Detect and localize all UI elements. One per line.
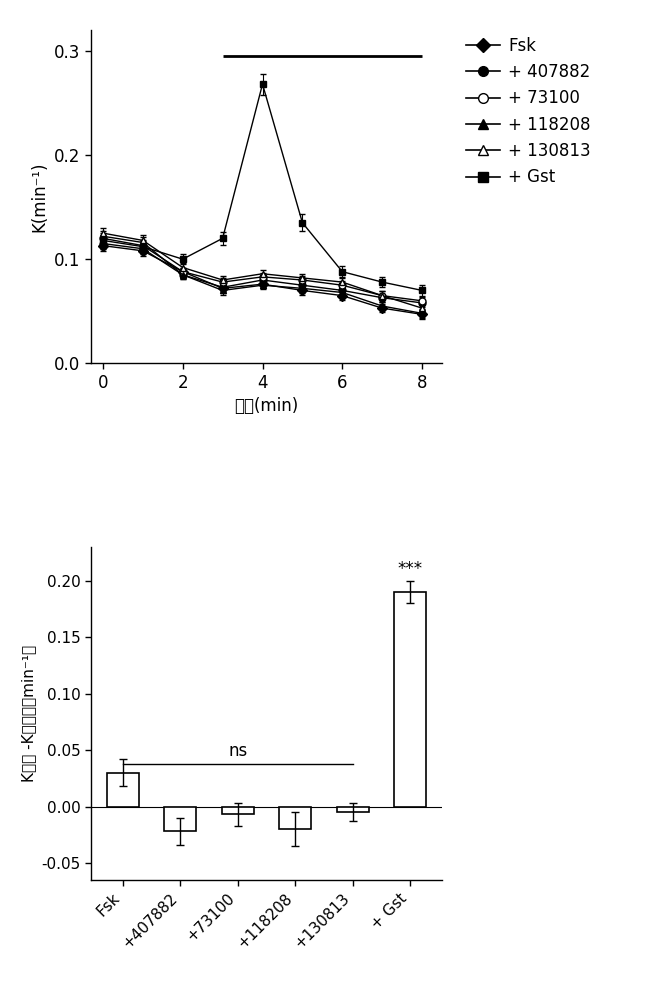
Bar (395, 592, 426, 807)
Bar (337, 807, 369, 812)
Bar (164, 807, 196, 831)
Bar (107, 773, 138, 807)
Text: ***: *** (398, 560, 423, 578)
Y-axis label: K峰値 -K基底値（min⁻¹）: K峰値 -K基底値（min⁻¹） (21, 645, 36, 782)
X-axis label: 时间(min): 时间(min) (235, 397, 298, 415)
Legend: Fsk, + 407882, + 73100, + 118208, + 130813, + Gst: Fsk, + 407882, + 73100, + 118208, + 1308… (460, 30, 597, 193)
Text: ns: ns (228, 742, 248, 760)
Y-axis label: K(min⁻¹): K(min⁻¹) (31, 161, 49, 232)
Bar (280, 807, 311, 829)
Bar (222, 807, 254, 814)
